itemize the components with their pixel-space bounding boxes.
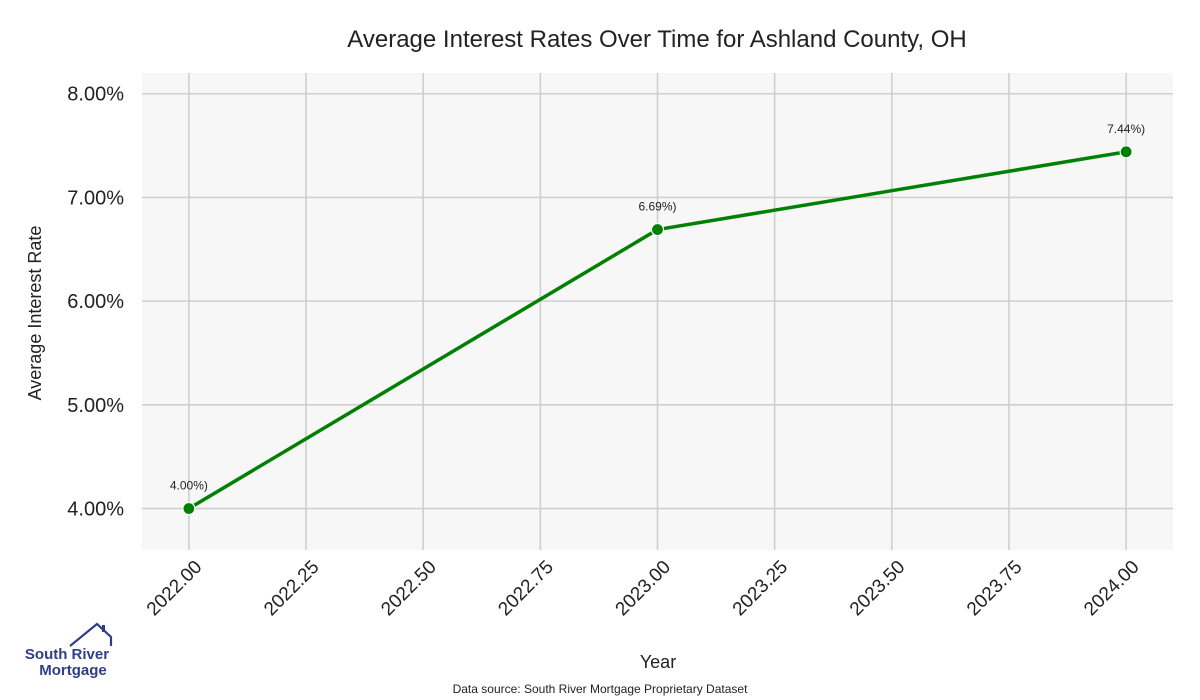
x-tick-label: 2022.75 (494, 557, 557, 620)
x-tick-label: 2024.00 (1080, 557, 1143, 620)
chimney-icon (102, 625, 105, 632)
logo-line-1: South River (25, 646, 109, 663)
data-label: 7.44%) (1107, 122, 1145, 136)
x-tick-label: 2022.50 (377, 557, 440, 620)
logo-line-2: Mortgage (39, 662, 107, 679)
x-tick-label: 2023.75 (963, 557, 1026, 620)
chart-title: Average Interest Rates Over Time for Ash… (347, 26, 966, 53)
data-source-note: Data source: South River Mortgage Propri… (453, 682, 748, 696)
x-tick-label: 2023.50 (846, 557, 909, 620)
x-axis-ticks: 2022.00 2022.25 2022.50 2022.75 2023.00 2023.… (143, 557, 1144, 620)
data-point (1119, 145, 1133, 159)
x-tick-label: 2022.25 (260, 557, 323, 620)
grid-lines (142, 73, 1173, 550)
series-layer: 4.00%) 6.69%) 7.44%) (170, 122, 1145, 516)
x-tick-label: 2023.00 (612, 557, 675, 620)
x-axis-label: Year (640, 652, 676, 672)
data-label: 4.00%) (170, 479, 208, 493)
y-tick-label: 7.00% (67, 187, 124, 209)
y-axis-ticks: 4.00% 5.00% 6.00% 7.00% 8.00% (67, 84, 124, 521)
x-tick-label: 2023.25 (729, 557, 792, 620)
data-point (182, 501, 196, 516)
y-axis-label: Average Interest Rate (25, 226, 45, 401)
y-tick-label: 5.00% (67, 395, 124, 417)
company-logo: South River Mortgage (25, 622, 113, 679)
x-tick-label: 2022.00 (143, 557, 206, 620)
y-tick-label: 8.00% (67, 84, 124, 106)
y-tick-label: 6.00% (67, 291, 124, 313)
data-point (650, 222, 665, 237)
y-tick-label: 4.00% (67, 499, 124, 521)
data-label: 6.69%) (638, 200, 676, 214)
